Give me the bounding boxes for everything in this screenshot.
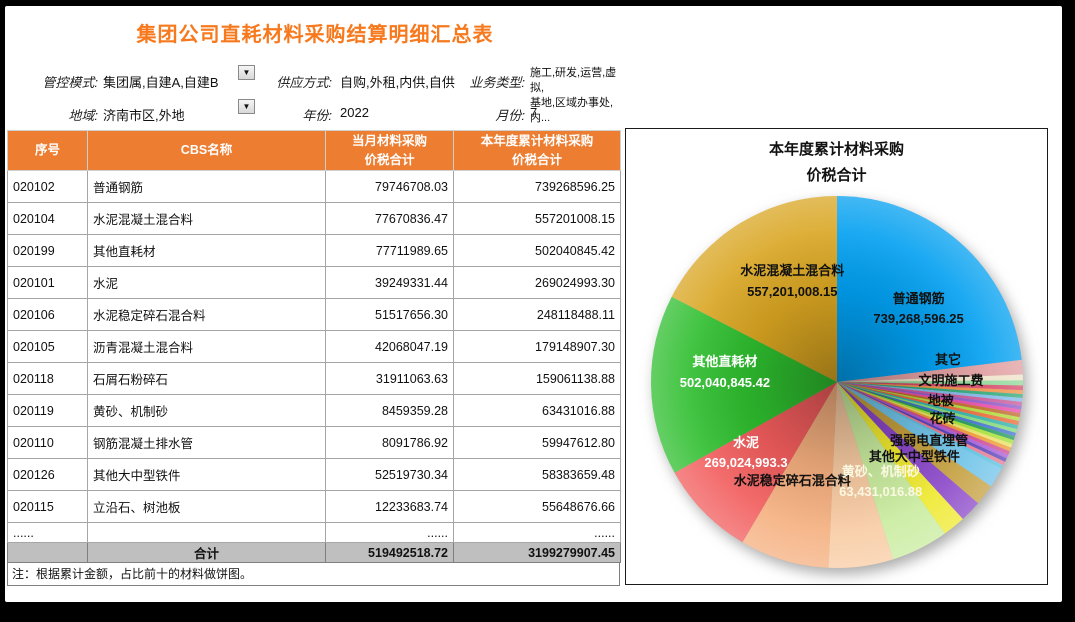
filter-label-region: 地域: xyxy=(68,108,98,123)
row-code: 020101 xyxy=(7,266,88,299)
row-code: ...... xyxy=(7,522,88,543)
row-ytd-value: ...... xyxy=(453,522,621,543)
row-code: 020126 xyxy=(7,458,88,491)
region-dropdown-button[interactable]: ▼ xyxy=(238,99,255,114)
row-name: 水泥 xyxy=(87,266,326,299)
table-row: 020118 石屑石粉碎石 31911063.63 159061138.88 xyxy=(7,362,621,395)
page-title: 集团公司直耗材料采购结算明细汇总表 xyxy=(136,24,494,46)
report-card: 集团公司直耗材料采购结算明细汇总表 管控模式: 集团属,自建A,自建B ▼ 供应… xyxy=(5,6,1062,602)
row-code: 020118 xyxy=(7,362,88,395)
table-row: 020199 其他直耗材 77711989.65 502040845.42 xyxy=(7,234,621,267)
row-name: 钢筋混凝土排水管 xyxy=(87,426,326,459)
table-header-row: 序号 CBS名称 当月材料采购 价税合计 本年度累计材料采购 价税合计 xyxy=(7,130,621,171)
row-code: 020104 xyxy=(7,202,88,235)
table-row: 020104 水泥混凝土混合料 77670836.47 557201008.15 xyxy=(7,202,621,235)
row-ytd-value: 159061138.88 xyxy=(453,362,621,395)
chart-title: 本年度累计材料采购 价税合计 xyxy=(768,141,904,185)
row-name: 水泥稳定碎石混合料 xyxy=(87,298,326,331)
table-row: 020110 钢筋混凝土排水管 8091786.92 59947612.80 xyxy=(7,426,621,459)
materials-table: 序号 CBS名称 当月材料采购 价税合计 本年度累计材料采购 价税合计 0201… xyxy=(7,130,622,586)
filter-value-mode[interactable]: 集团属,自建A,自建B xyxy=(103,75,219,90)
pie-chart xyxy=(650,196,1023,569)
filter-label-mode: 管控模式: xyxy=(42,75,98,90)
footnote: 注：根据累计金额，占比前十的材料做饼图。 xyxy=(7,563,620,586)
filter-value-region[interactable]: 济南市区,外地 xyxy=(103,108,185,123)
row-ytd-value: 63431016.88 xyxy=(453,394,621,427)
row-code: 020119 xyxy=(7,394,88,427)
row-ytd-value: 55648676.66 xyxy=(453,490,621,523)
filter-value-month[interactable]: 7 xyxy=(530,105,538,120)
total-label: 合计 xyxy=(87,542,326,563)
row-name xyxy=(87,522,326,543)
row-name: 其他大中型铁件 xyxy=(87,458,326,491)
row-ytd-value: 59947612.80 xyxy=(453,426,621,459)
table-row: 020102 普通钢筋 79746708.03 739268596.25 xyxy=(7,170,621,203)
total-ytd-value: 3199279907.45 xyxy=(453,542,621,563)
filter-value-supply[interactable]: 自购,外租,内供,自供 xyxy=(340,75,455,90)
table-body: 020102 普通钢筋 79746708.03 739268596.25 020104 水… xyxy=(7,170,621,543)
filter-label-supply: 供应方式: xyxy=(276,75,332,90)
filter-label-year: 年份: xyxy=(302,108,332,123)
header-code: 序号 xyxy=(7,130,88,171)
row-name: 普通钢筋 xyxy=(87,170,326,203)
total-month-value: 519492518.72 xyxy=(325,542,454,563)
row-month-value: 52519730.34 xyxy=(325,458,454,491)
row-month-value: 39249331.44 xyxy=(325,266,454,299)
row-ytd-value: 557201008.15 xyxy=(453,202,621,235)
row-month-value: 8459359.28 xyxy=(325,394,454,427)
chevron-down-icon: ▼ xyxy=(242,68,251,77)
pie-chart-panel: 普通钢筋 739,268,596.25 水泥混凝土混合料 557,201,008.… xyxy=(625,128,1048,585)
table-total-row: 合计 519492518.72 3199279907.45 xyxy=(7,542,621,563)
row-name: 沥青混凝土混合料 xyxy=(87,330,326,363)
row-month-value: 8091786.92 xyxy=(325,426,454,459)
total-empty-cell xyxy=(7,542,88,563)
row-name: 水泥混凝土混合料 xyxy=(87,202,326,235)
row-name: 其他直耗材 xyxy=(87,234,326,267)
row-ytd-value: 739268596.25 xyxy=(453,170,621,203)
row-code: 020115 xyxy=(7,490,88,523)
row-ytd-value: 58383659.48 xyxy=(453,458,621,491)
row-ytd-value: 269024993.30 xyxy=(453,266,621,299)
row-month-value: 31911063.63 xyxy=(325,362,454,395)
filter-value-year[interactable]: 2022 xyxy=(340,105,369,120)
row-code: 020105 xyxy=(7,330,88,363)
table-row: 020115 立沿石、树池板 12233683.74 55648676.66 xyxy=(7,490,621,523)
header-month-amount: 当月材料采购 价税合计 xyxy=(325,130,454,171)
table-row: 020105 沥青混凝土混合料 42068047.19 179148907.30 xyxy=(7,330,621,363)
table-row: 020119 黄砂、机制砂 8459359.28 63431016.88 xyxy=(7,394,621,427)
row-code: 020110 xyxy=(7,426,88,459)
row-month-value: 12233683.74 xyxy=(325,490,454,523)
row-name: 石屑石粉碎石 xyxy=(87,362,326,395)
row-code: 020102 xyxy=(7,170,88,203)
row-month-value: 77711989.65 xyxy=(325,234,454,267)
row-name: 黄砂、机制砂 xyxy=(87,394,326,427)
table-row: .................. xyxy=(7,522,621,543)
row-code: 020106 xyxy=(7,298,88,331)
table-row: 020106 水泥稳定碎石混合料 51517656.30 248118488.11 xyxy=(7,298,621,331)
table-row: 020126 其他大中型铁件 52519730.34 58383659.48 xyxy=(7,458,621,491)
row-month-value: 77670836.47 xyxy=(325,202,454,235)
row-month-value: ...... xyxy=(325,522,454,543)
row-month-value: 79746708.03 xyxy=(325,170,454,203)
row-month-value: 51517656.30 xyxy=(325,298,454,331)
row-month-value: 42068047.19 xyxy=(325,330,454,363)
filter-value-business[interactable]: 施工,研发,运营,虚拟, 基地,区域办事处,内... xyxy=(530,67,617,124)
mode-dropdown-button[interactable]: ▼ xyxy=(238,65,255,80)
pie-slice-普通钢筋[interactable] xyxy=(837,196,1022,382)
row-ytd-value: 502040845.42 xyxy=(453,234,621,267)
table-row: 020101 水泥 39249331.44 269024993.30 xyxy=(7,266,621,299)
filter-label-month: 月份: xyxy=(495,108,525,123)
row-ytd-value: 179148907.30 xyxy=(453,330,621,363)
filter-label-business: 业务类型: xyxy=(469,75,525,90)
row-ytd-value: 248118488.11 xyxy=(453,298,621,331)
row-name: 立沿石、树池板 xyxy=(87,490,326,523)
row-code: 020199 xyxy=(7,234,88,267)
header-cbs-name: CBS名称 xyxy=(87,130,326,171)
header-ytd-amount: 本年度累计材料采购 价税合计 xyxy=(453,130,621,171)
chevron-down-icon: ▼ xyxy=(242,102,251,111)
